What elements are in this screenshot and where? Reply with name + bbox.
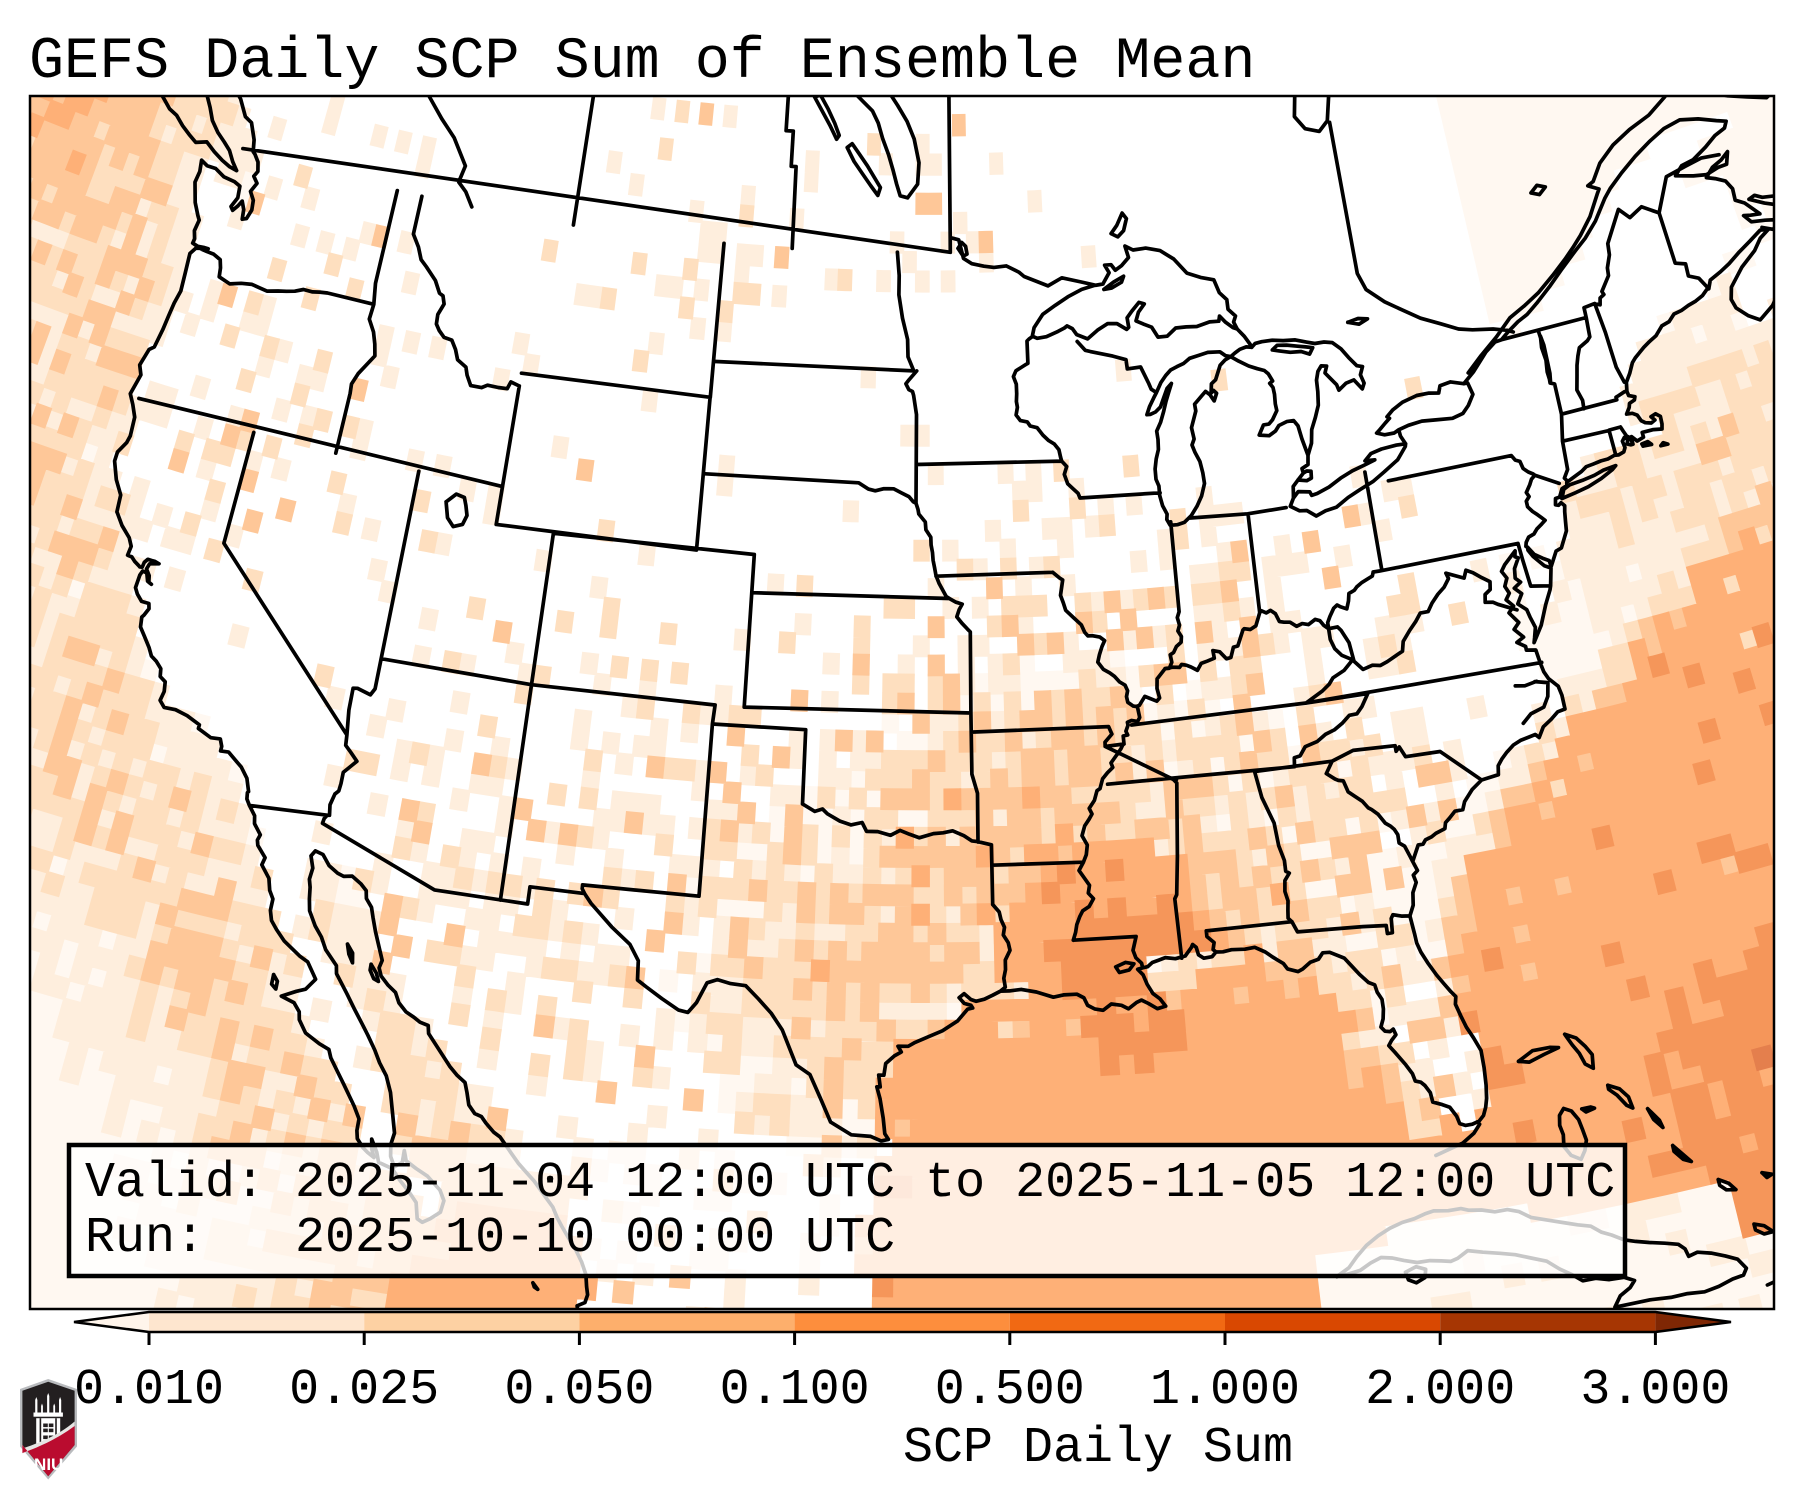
svg-text:0.500: 0.500 — [935, 1362, 1085, 1419]
svg-text:Run: 2025-10-10 00:00 UTC: Run: 2025-10-10 00:00 UTC — [85, 1210, 895, 1267]
svg-text:2.000: 2.000 — [1365, 1362, 1515, 1419]
svg-text:0.010: 0.010 — [74, 1362, 224, 1419]
svg-text:SCP Daily Sum: SCP Daily Sum — [903, 1420, 1293, 1477]
svg-text:0.050: 0.050 — [504, 1362, 654, 1419]
svg-text:Valid: 2025-11-04 12:00 UTC to: Valid: 2025-11-04 12:00 UTC to 2025-11-0… — [85, 1155, 1615, 1212]
svg-text:NIU: NIU — [34, 1455, 63, 1474]
svg-text:GEFS Daily SCP Sum of Ensemble: GEFS Daily SCP Sum of Ensemble Mean — [29, 28, 1255, 95]
svg-text:0.025: 0.025 — [289, 1362, 439, 1419]
svg-text:3.000: 3.000 — [1580, 1362, 1730, 1419]
svg-text:0.100: 0.100 — [720, 1362, 870, 1419]
svg-text:1.000: 1.000 — [1150, 1362, 1300, 1419]
